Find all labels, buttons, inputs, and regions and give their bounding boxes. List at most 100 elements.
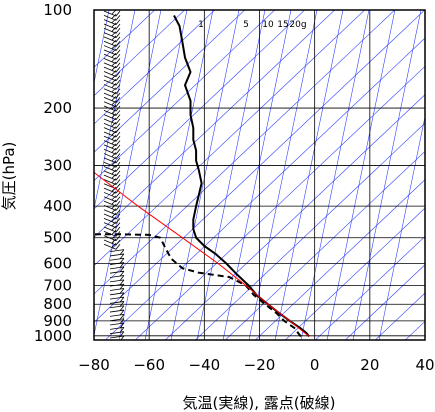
y-tick-label: 1000 [34,327,72,345]
wind-barb [103,87,121,95]
sounding-profiles [94,15,310,338]
wind-barb [103,14,121,21]
wind-barb [103,169,121,177]
wind-barb [103,122,121,129]
wind-barb [103,178,121,185]
wind-barb [103,44,121,52]
wind-barb [103,52,121,60]
y-tick-label: 800 [43,295,72,313]
x-tick-label: −40 [189,356,221,374]
wind-barb [109,249,125,255]
wind-barb [103,26,121,34]
dewpoint-line [94,233,302,338]
wind-barb [103,195,121,203]
isotherm-line [274,10,344,340]
wind-barb [103,238,121,246]
wind-barb [103,61,121,69]
y-tick-label: 300 [43,156,72,174]
wind-barb [103,134,121,142]
wind-barb [109,262,125,268]
wind-barb [103,160,121,168]
dry-adiabat-line [94,10,336,238]
wind-barb [103,74,121,82]
isotherm-line [352,10,422,340]
wind-barb [103,57,121,65]
wind-barb [103,130,121,138]
mixing-ratio-label: 5 [243,20,249,30]
lifted-parcel-line [94,172,310,337]
wind-barb [103,191,121,198]
isotherm-line [326,10,396,340]
dry-adiabat-line [164,94,425,340]
wind-barb [103,208,121,216]
wind-barb [109,283,125,290]
dry-adiabat-line [94,10,396,295]
dry-adiabat-line [284,207,425,340]
wind-barb [103,48,121,56]
wind-barb [103,22,121,30]
dry-adiabat-line [94,10,306,210]
isotherm-line [196,10,266,340]
dry-adiabat-line [430,5,435,345]
dry-adiabat-line [404,320,425,340]
wind-barb [103,126,121,134]
wind-barb [103,147,121,155]
wind-barb [109,335,125,340]
x-axis-title: 気温(実線), 露点(破線) [183,394,336,412]
dry-adiabat-line [94,10,425,323]
wind-barb [103,10,121,17]
dry-adiabat-line [94,10,186,97]
grid-lines [94,10,425,340]
wind-barb [103,221,121,229]
y-tick-label: 900 [43,312,72,330]
wind-barb [103,100,121,108]
temperature-line [173,15,310,338]
wind-barb [103,165,121,173]
wind-barb [109,305,125,312]
x-tick-label: 20 [360,356,379,374]
wind-barb [103,217,121,224]
wind-barb [109,326,125,333]
isotherm-line [94,10,110,85]
wind-barb [103,143,121,151]
isotherm-line [94,10,136,211]
wind-barb [103,117,121,125]
wind-barb [109,314,125,320]
wind-barb [109,266,125,273]
wind-barb [103,234,121,242]
wind-barb [109,275,125,281]
x-tick-label: −20 [244,356,276,374]
x-tick-label: −60 [133,356,165,374]
x-tick-label: 40 [415,356,434,374]
wind-barb [109,279,125,286]
x-axis-ticks: −80 −60 −40 −20 0 20 40 [78,356,434,374]
mixing-ratio-label: 20g [289,20,306,30]
wind-barb [103,31,121,39]
wind-barb [109,318,125,324]
wind-barb [103,96,121,103]
y-tick-label: 500 [43,229,72,247]
wind-barb [109,292,125,299]
wind-barb [103,109,121,116]
wind-barb [103,78,121,86]
isotherm-line [118,10,188,340]
wind-barb [103,18,121,26]
x-tick-label: 0 [310,356,320,374]
y-tick-label: 100 [43,1,72,19]
dry-adiabat-line [94,10,276,182]
wind-barb [103,91,121,99]
wind-barb [103,152,121,160]
wind-barb [109,296,125,303]
isotherm-line [300,10,370,340]
y-tick-label: 400 [43,197,72,215]
wind-barb [109,301,125,307]
wind-barb [109,309,125,316]
wind-barb [109,331,125,337]
wind-barb [103,139,121,147]
dry-adiabat-line [224,150,425,340]
dry-adiabat-line [134,65,425,340]
wind-barb [103,173,121,181]
wind-barb [103,199,121,207]
wind-barb [103,242,121,250]
